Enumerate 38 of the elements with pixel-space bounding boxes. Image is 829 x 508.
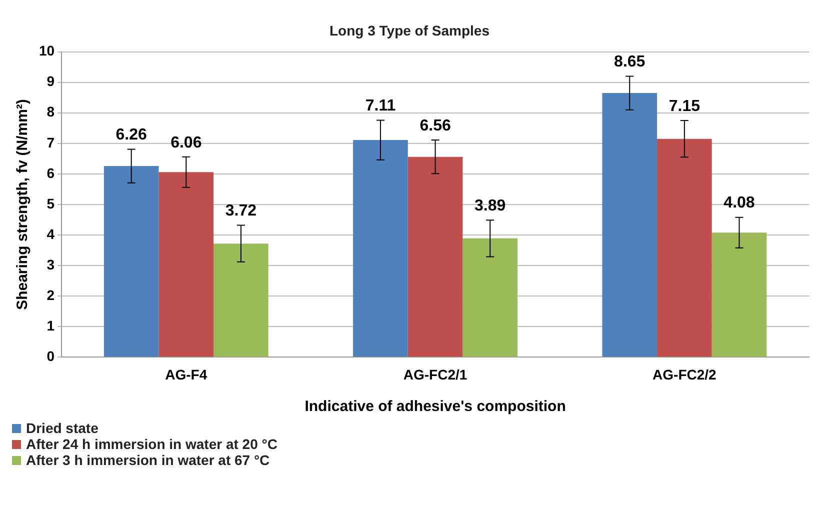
bar — [104, 166, 159, 357]
bar — [158, 172, 214, 357]
data-label: 6.26 — [116, 126, 148, 144]
x-tick-label: AG-F4 — [165, 366, 208, 382]
bar — [353, 140, 408, 357]
y-axis-title: Shearing strength, fv (N/mm²) — [14, 99, 32, 310]
bar — [214, 244, 268, 357]
data-label: 3.89 — [474, 197, 506, 214]
y-tick-label: 9 — [46, 73, 55, 90]
y-tick-label: 6 — [46, 164, 55, 181]
legend-label: Dried state — [26, 420, 98, 436]
y-tick-label: 1 — [46, 318, 55, 334]
chart-title: Long 3 Type of Samples — [330, 22, 490, 38]
bar — [408, 156, 463, 357]
data-label: 7.11 — [365, 98, 396, 115]
data-label: 3.72 — [225, 202, 257, 220]
data-label: 8.65 — [614, 54, 646, 71]
y-tick-label: 4 — [46, 226, 55, 242]
y-tick-label: 10 — [38, 42, 55, 59]
bar — [462, 238, 518, 357]
x-tick-label: AG-FC2/1 — [403, 366, 468, 382]
legend-label: After 24 h immersion in water at 20 °C — [26, 436, 278, 452]
y-tick-label: 2 — [46, 286, 55, 303]
data-label: 4.08 — [724, 194, 755, 212]
legend-label: After 3 h immersion in water at 67 °C — [26, 452, 270, 468]
y-tick-label: 8 — [46, 104, 55, 120]
bar — [657, 138, 712, 357]
data-label: 7.15 — [668, 98, 700, 115]
bar — [712, 232, 767, 357]
data-label: 6.56 — [420, 117, 451, 134]
y-tick-label: 0 — [46, 348, 55, 364]
y-tick-label: 3 — [46, 256, 55, 272]
x-tick-label: AG-FC2/2 — [652, 366, 717, 382]
y-tick-label: 5 — [46, 195, 55, 212]
y-tick-label: 7 — [46, 134, 55, 150]
bar — [602, 93, 658, 357]
data-label: 6.06 — [170, 134, 202, 152]
x-axis-title: Indicative of adhesive's composition — [304, 398, 566, 416]
